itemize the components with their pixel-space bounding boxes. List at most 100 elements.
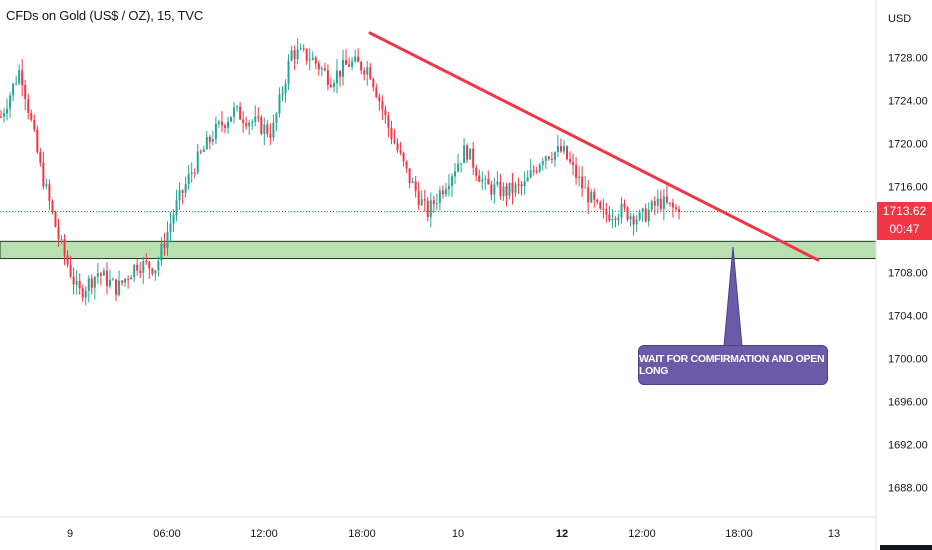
time-tick-label: 13 [828, 528, 840, 540]
candle-body [372, 79, 375, 88]
candle-body [133, 264, 136, 278]
candle-body [668, 202, 671, 204]
price-tick-label: 1720.00 [888, 139, 928, 151]
candle-body [169, 223, 172, 233]
callout-pointer [723, 246, 743, 347]
candle-body [233, 107, 236, 117]
candle-body [308, 59, 311, 61]
candle-body [572, 161, 575, 165]
candle-body [205, 136, 208, 150]
candle-body [644, 208, 647, 222]
candle-body [656, 198, 659, 206]
candle-body [105, 270, 108, 287]
candle-body [566, 146, 569, 160]
candle-body [411, 181, 414, 183]
candle-body [393, 139, 396, 144]
candle-body [671, 202, 674, 208]
candle-body [193, 172, 196, 174]
candle-body [93, 276, 96, 288]
candle-body [438, 190, 441, 203]
candle-body [145, 260, 148, 262]
candle-body [163, 243, 166, 248]
candle-body [166, 232, 169, 248]
candle-body [511, 182, 514, 193]
candle-body [21, 70, 24, 86]
candle-body [187, 174, 190, 185]
candle-body [287, 60, 290, 84]
candle-body [517, 184, 520, 186]
candle-body [157, 260, 160, 271]
candle-body [399, 150, 402, 153]
candle-body [487, 178, 490, 185]
candle-body [602, 208, 605, 210]
scroll-handle[interactable] [880, 545, 932, 550]
candle-body [30, 112, 33, 120]
candle-body [653, 201, 656, 206]
price-tick-label: 1688.00 [888, 483, 928, 495]
candle-body [108, 279, 111, 287]
candle-body [121, 280, 124, 283]
candle-body [139, 270, 142, 273]
candle-body [111, 279, 114, 281]
resistance-trendline[interactable] [368, 31, 820, 262]
candle-body [550, 158, 553, 160]
candle-body [626, 207, 629, 220]
candle-body [514, 184, 517, 193]
candle-body [335, 70, 338, 84]
candle-body [102, 270, 105, 276]
candle-body [360, 62, 363, 71]
time-tick-label: 10 [452, 528, 464, 540]
candle-body [635, 219, 638, 225]
candle-body [18, 70, 21, 84]
annotation-callout[interactable]: WAIT FOR COMFIRMATION AND OPEN LONG [638, 345, 828, 385]
candle-body [290, 50, 293, 61]
candle-body [402, 152, 405, 162]
price-tick-label: 1696.00 [888, 397, 928, 409]
candle-body [236, 106, 239, 108]
candle-body [357, 56, 360, 63]
candle-body [581, 176, 584, 189]
candle-body [584, 187, 587, 189]
candle-body [381, 101, 384, 110]
candle-body [127, 278, 130, 280]
candle-body [375, 87, 378, 98]
candle-body [447, 185, 450, 190]
support-zone[interactable] [0, 240, 877, 260]
candle-body [569, 159, 572, 162]
candle-body [441, 190, 444, 195]
candle-body [638, 212, 641, 220]
candle-body [496, 181, 499, 185]
candle-body [78, 280, 81, 289]
candle-body [151, 268, 154, 274]
time-tick-label: 12:00 [628, 528, 656, 540]
candle-body [538, 164, 541, 172]
candle-body [647, 209, 650, 222]
price-tick-label: 1716.00 [888, 182, 928, 194]
candle-body [493, 184, 496, 195]
time-tick-label: 12:00 [250, 528, 278, 540]
candle-body [505, 186, 508, 196]
candle-body [36, 129, 39, 153]
candle-body [429, 200, 432, 218]
candle-body [248, 122, 251, 127]
last-price-value: 1713.62 [882, 204, 927, 218]
price-tick-label: 1708.00 [888, 268, 928, 280]
candle-body [578, 176, 581, 178]
candle-body [620, 203, 623, 218]
candle-body [478, 175, 481, 182]
candle-body [502, 186, 505, 197]
candle-body [33, 119, 36, 130]
candle-body [587, 187, 590, 203]
candle-body [535, 170, 538, 172]
candle-body [148, 261, 151, 269]
candle-body [423, 199, 426, 201]
price-tick-label: 1692.00 [888, 440, 928, 452]
candle-body [45, 184, 48, 187]
candle-body [593, 191, 596, 200]
candle-body [293, 50, 296, 60]
candle-body [217, 121, 220, 124]
price-tick-label: 1704.00 [888, 311, 928, 323]
candle-body [665, 196, 668, 203]
candle-body [202, 149, 205, 152]
